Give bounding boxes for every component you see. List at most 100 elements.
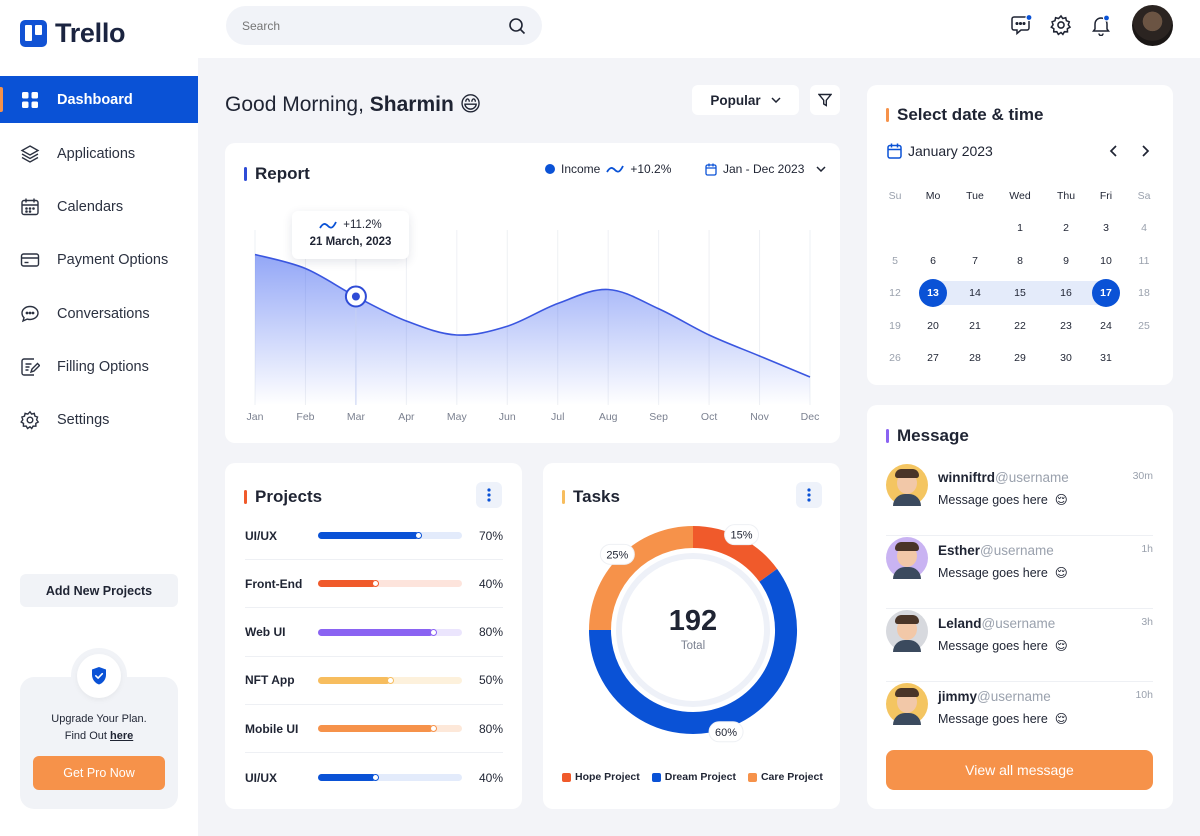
calendar-day[interactable]: 24 bbox=[1100, 319, 1112, 332]
sidebar-item-settings[interactable]: Settings bbox=[0, 396, 198, 443]
shield-check-icon bbox=[92, 667, 106, 685]
project-row[interactable]: UI/UX 70% bbox=[245, 512, 503, 560]
slice-label-bg bbox=[724, 524, 760, 546]
sidebar-item-label: Conversations bbox=[57, 305, 150, 322]
view-all-messages-button[interactable]: View all message bbox=[886, 750, 1153, 790]
sidebar-item-dashboard[interactable]: Dashboard bbox=[0, 76, 198, 123]
search-icon[interactable] bbox=[508, 17, 526, 35]
donut-slice[interactable] bbox=[692, 526, 778, 583]
calendar-day[interactable]: 25 bbox=[1138, 319, 1150, 332]
weekday-label: Thu bbox=[1056, 190, 1076, 202]
calendar-day[interactable]: 28 bbox=[969, 352, 981, 364]
sidebar-item-conversations[interactable]: Conversations bbox=[0, 290, 198, 337]
user-avatar[interactable] bbox=[1132, 5, 1173, 46]
calendar-day[interactable]: 9 bbox=[1063, 254, 1069, 267]
greeting-name: Sharmin bbox=[369, 93, 454, 116]
calendar-day[interactable]: 21 bbox=[969, 319, 981, 332]
x-tick-label: Nov bbox=[750, 411, 769, 423]
search-input[interactable] bbox=[242, 18, 482, 33]
get-pro-button[interactable]: Get Pro Now bbox=[33, 756, 165, 790]
calendar-day[interactable]: 8 bbox=[1017, 254, 1023, 267]
filter-button[interactable] bbox=[810, 85, 840, 115]
sidebar-item-label: Calendars bbox=[57, 198, 124, 215]
calendar-day[interactable]: 7 bbox=[972, 254, 978, 267]
project-name: UI/UX bbox=[245, 528, 278, 543]
date-range-dropdown[interactable]: Jan - Dec 2023 bbox=[705, 162, 826, 176]
calendar-day[interactable]: 16 bbox=[1060, 287, 1072, 299]
tasks-more-button[interactable] bbox=[796, 482, 822, 508]
title-marker bbox=[244, 167, 247, 181]
projects-more-button[interactable] bbox=[476, 482, 502, 508]
app-logo[interactable]: Trello bbox=[20, 18, 126, 49]
legend-label: Income bbox=[561, 162, 601, 176]
project-row[interactable]: Web UI 80% bbox=[245, 609, 503, 657]
prev-month-button[interactable] bbox=[1107, 144, 1121, 163]
project-progress-track bbox=[318, 532, 462, 539]
message-sender-handle: @username bbox=[995, 470, 1069, 485]
calendar-day[interactable]: 22 bbox=[1014, 319, 1026, 332]
project-progress-track bbox=[318, 580, 462, 588]
calendar-day[interactable]: 10 bbox=[1100, 254, 1112, 267]
message-preview-text: Message goes here bbox=[938, 712, 1048, 726]
calendar-day[interactable]: 12 bbox=[889, 287, 901, 299]
calendar-day[interactable]: 13 bbox=[919, 279, 947, 307]
settings-gear-icon[interactable] bbox=[1048, 12, 1074, 38]
message-preview: Message goes here 😌 bbox=[938, 638, 1068, 653]
calendar-day[interactable]: 2 bbox=[1063, 222, 1069, 234]
sidebar-item-applications[interactable]: Applications bbox=[0, 130, 198, 177]
calendar-day[interactable]: 30 bbox=[1060, 352, 1072, 364]
calendar-day[interactable]: 31 bbox=[1100, 352, 1112, 364]
project-progress-fill bbox=[318, 676, 390, 684]
calendar-day[interactable]: 20 bbox=[927, 319, 939, 332]
upgrade-badge bbox=[71, 648, 127, 704]
donut-slice[interactable] bbox=[589, 568, 797, 734]
sort-dropdown[interactable]: Popular bbox=[692, 85, 799, 115]
greeting: Good Morning, Sharmin 😄 bbox=[225, 92, 482, 117]
donut-inner-ring bbox=[616, 553, 770, 707]
calendar-day[interactable]: 5 bbox=[892, 254, 898, 267]
project-row[interactable]: Mobile UI 80% bbox=[245, 705, 503, 754]
donut-center: 192 Total bbox=[643, 605, 743, 652]
project-row[interactable]: UI/UX 40% bbox=[245, 754, 503, 802]
message-sender: Leland@username bbox=[938, 616, 1055, 631]
message-item[interactable]: Leland@username Message goes here 😌 3h bbox=[886, 610, 1153, 682]
search-bar[interactable] bbox=[226, 6, 542, 45]
calendar-day[interactable]: 6 bbox=[930, 254, 936, 267]
calendar-day[interactable]: 1 bbox=[1017, 222, 1023, 234]
calendar-day[interactable]: 18 bbox=[1138, 287, 1150, 299]
tooltip-change: +11.2% bbox=[343, 219, 382, 231]
calendar-day[interactable]: 17 bbox=[1092, 279, 1120, 307]
message-time: 30m bbox=[1132, 470, 1153, 482]
calendar-day[interactable]: 14 bbox=[969, 287, 981, 299]
calendar-day[interactable]: 3 bbox=[1103, 222, 1109, 234]
project-name: Front-End bbox=[245, 576, 303, 591]
next-month-button[interactable] bbox=[1138, 144, 1152, 163]
legend-item: Care Project bbox=[747, 771, 823, 783]
sidebar-item-filling-options[interactable]: Filling Options bbox=[0, 343, 198, 390]
calendar-title-text: Select date & time bbox=[897, 105, 1044, 124]
calendar-day[interactable]: 29 bbox=[1014, 352, 1026, 364]
calendar-day[interactable]: 19 bbox=[889, 319, 901, 332]
notification-bell-icon[interactable] bbox=[1088, 12, 1114, 38]
add-new-projects-button[interactable]: Add New Projects bbox=[20, 574, 178, 607]
calendar-day[interactable]: 4 bbox=[1141, 222, 1147, 234]
date-range-value: Jan - Dec 2023 bbox=[723, 162, 805, 176]
sort-dropdown-value: Popular bbox=[710, 92, 761, 108]
donut-legend: Hope Project Dream Project Care Project bbox=[562, 771, 823, 783]
message-item[interactable]: Esther@username Message goes here 😌 1h bbox=[886, 537, 1153, 609]
message-item[interactable]: jimmy@username Message goes here 😌 10h bbox=[886, 683, 1153, 755]
messages-icon[interactable] bbox=[1008, 12, 1034, 38]
calendar-day[interactable]: 11 bbox=[1138, 254, 1150, 267]
calendar-day[interactable]: 27 bbox=[927, 352, 939, 364]
project-row[interactable]: Front-End 40% bbox=[245, 560, 503, 609]
sidebar-item-calendars[interactable]: Calendars bbox=[0, 183, 198, 230]
calendar-day[interactable]: 23 bbox=[1060, 319, 1072, 332]
message-item[interactable]: winniftrd@username Message goes here 😌 3… bbox=[886, 464, 1153, 536]
calendar-day[interactable]: 26 bbox=[889, 352, 901, 364]
sidebar-item-payment-options[interactable]: Payment Options bbox=[0, 236, 198, 283]
more-vertical-icon bbox=[807, 488, 811, 502]
calendar-day[interactable]: 15 bbox=[1014, 287, 1026, 299]
upgrade-link[interactable]: here bbox=[110, 730, 134, 742]
project-row[interactable]: NFT App 50% bbox=[245, 657, 503, 705]
message-sender-handle: @username bbox=[981, 616, 1056, 631]
